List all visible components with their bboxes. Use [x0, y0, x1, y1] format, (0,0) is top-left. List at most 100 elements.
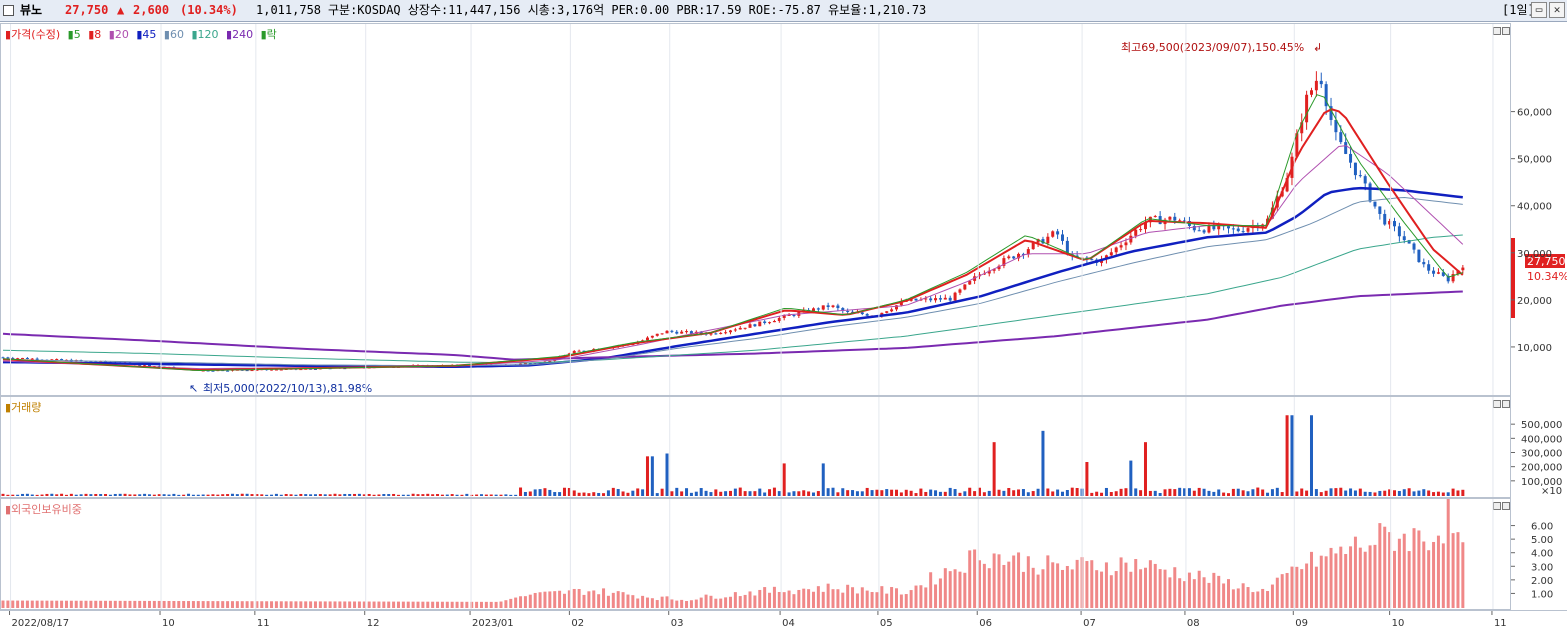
volume-bar: [270, 494, 274, 496]
foreign-bar: [943, 568, 947, 608]
volume-bar: [416, 494, 420, 496]
foreign-bar: [475, 601, 479, 608]
foreign-y-tick-label: 1.00: [1531, 589, 1553, 600]
volume-bar: [289, 494, 293, 496]
volume-bar: [426, 493, 430, 496]
candle-body: [1124, 242, 1128, 246]
foreign-bar: [1104, 562, 1108, 608]
candle-body: [548, 360, 552, 362]
foreign-bar: [1446, 499, 1450, 608]
candle-body: [1129, 235, 1133, 243]
close-icon[interactable]: ✕: [1549, 2, 1565, 18]
volume-bar: [641, 489, 645, 496]
foreign-bar: [289, 601, 293, 608]
panel-min-icon[interactable]: [1493, 502, 1501, 510]
foreign-bar: [772, 586, 776, 608]
legend-ma60: ▮60: [163, 28, 184, 41]
foreign-bar: [1124, 562, 1128, 608]
legend-ma20: ▮20: [108, 28, 129, 41]
volume-bar: [787, 492, 791, 496]
volume-bar: [1192, 490, 1196, 496]
volume-bar: [323, 494, 327, 496]
volume-bar: [1305, 490, 1309, 496]
volume-bar: [519, 487, 523, 496]
candle-body: [60, 359, 64, 361]
foreign-bar: [934, 584, 938, 608]
volume-bar: [338, 494, 342, 496]
volume-bar: [1329, 488, 1333, 496]
legend-ma240: ▮240: [226, 28, 254, 41]
volume-bar: [694, 491, 698, 496]
panel-close-icon[interactable]: [1502, 502, 1510, 510]
foreign-bar: [685, 600, 689, 608]
foreign-bar: [802, 588, 806, 608]
candle-body: [343, 368, 347, 370]
window-restore-icon[interactable]: ▭: [1531, 2, 1547, 18]
foreign-bar: [1139, 569, 1143, 608]
candle-body: [1417, 249, 1421, 263]
foreign-bar: [977, 560, 981, 608]
volume-bar: [1412, 491, 1416, 496]
candle-body: [968, 280, 972, 285]
price-chart-panel[interactable]: ▮가격(수정) ▮5 ▮8 ▮20 ▮45 ▮60 ▮120 ▮240 ▮락 최…: [0, 23, 1511, 396]
candle-body: [1324, 84, 1328, 107]
foreign-bar: [572, 588, 576, 608]
foreign-bar: [914, 585, 918, 608]
panel-min-icon[interactable]: [1493, 400, 1501, 408]
foreign-bar: [94, 600, 98, 608]
foreign-bar: [1378, 523, 1382, 608]
candle-body: [1407, 240, 1411, 244]
candle-body: [270, 369, 274, 371]
candle-body: [748, 324, 752, 328]
candle-body: [1261, 224, 1265, 229]
candle-body: [894, 305, 898, 310]
volume-bar: [528, 491, 532, 496]
foreign-bar: [499, 601, 503, 608]
candle-body: [523, 363, 527, 365]
foreign-bar: [1114, 571, 1118, 608]
foreign-bar: [953, 569, 957, 608]
candle-body: [1148, 216, 1152, 223]
foreign-bar: [284, 601, 288, 608]
candle-body: [665, 330, 669, 334]
volume-bar: [1353, 490, 1357, 496]
candle-body: [938, 298, 942, 300]
panel-close-icon[interactable]: [1502, 400, 1510, 408]
candle-body: [1002, 258, 1006, 266]
volume-bar: [1334, 488, 1338, 496]
volume-bar: [377, 494, 381, 496]
foreign-bar: [235, 601, 239, 608]
volume-bar: [1002, 490, 1006, 496]
select-checkbox[interactable]: [3, 5, 14, 16]
foreign-bar: [1192, 579, 1196, 608]
foreign-bar: [699, 597, 703, 608]
volume-bar: [1100, 492, 1104, 496]
foreign-bar: [1148, 560, 1152, 608]
volume-bar: [1290, 415, 1294, 496]
foreign-bar: [1026, 556, 1030, 608]
volume-bar: [1432, 492, 1436, 496]
volume-bar: [1060, 491, 1064, 496]
foreign-bar: [519, 596, 523, 608]
period-selector[interactable]: [1일]: [1502, 3, 1535, 17]
volume-bar: [30, 494, 34, 496]
foreign-bar: [1305, 563, 1309, 608]
volume-bar: [665, 453, 669, 496]
foreign-bar: [406, 601, 410, 608]
foreign-bar: [1319, 555, 1323, 608]
panel-min-icon[interactable]: [1493, 27, 1501, 35]
foreign-holding-panel[interactable]: ▮외국인보유비중: [0, 498, 1511, 610]
panel-close-icon[interactable]: [1502, 27, 1510, 35]
foreign-bar: [787, 590, 791, 608]
volume-bar: [304, 494, 308, 496]
foreign-bar: [167, 600, 171, 608]
foreign-bar: [621, 592, 625, 608]
candle-body: [841, 308, 845, 311]
candle-body: [1436, 272, 1440, 274]
foreign-bar: [162, 600, 166, 608]
volume-panel[interactable]: ▮거래량: [0, 396, 1511, 498]
volume-bar: [816, 491, 820, 496]
foreign-bar: [768, 592, 772, 608]
volume-bar: [1378, 490, 1382, 496]
foreign-bar: [30, 600, 34, 608]
